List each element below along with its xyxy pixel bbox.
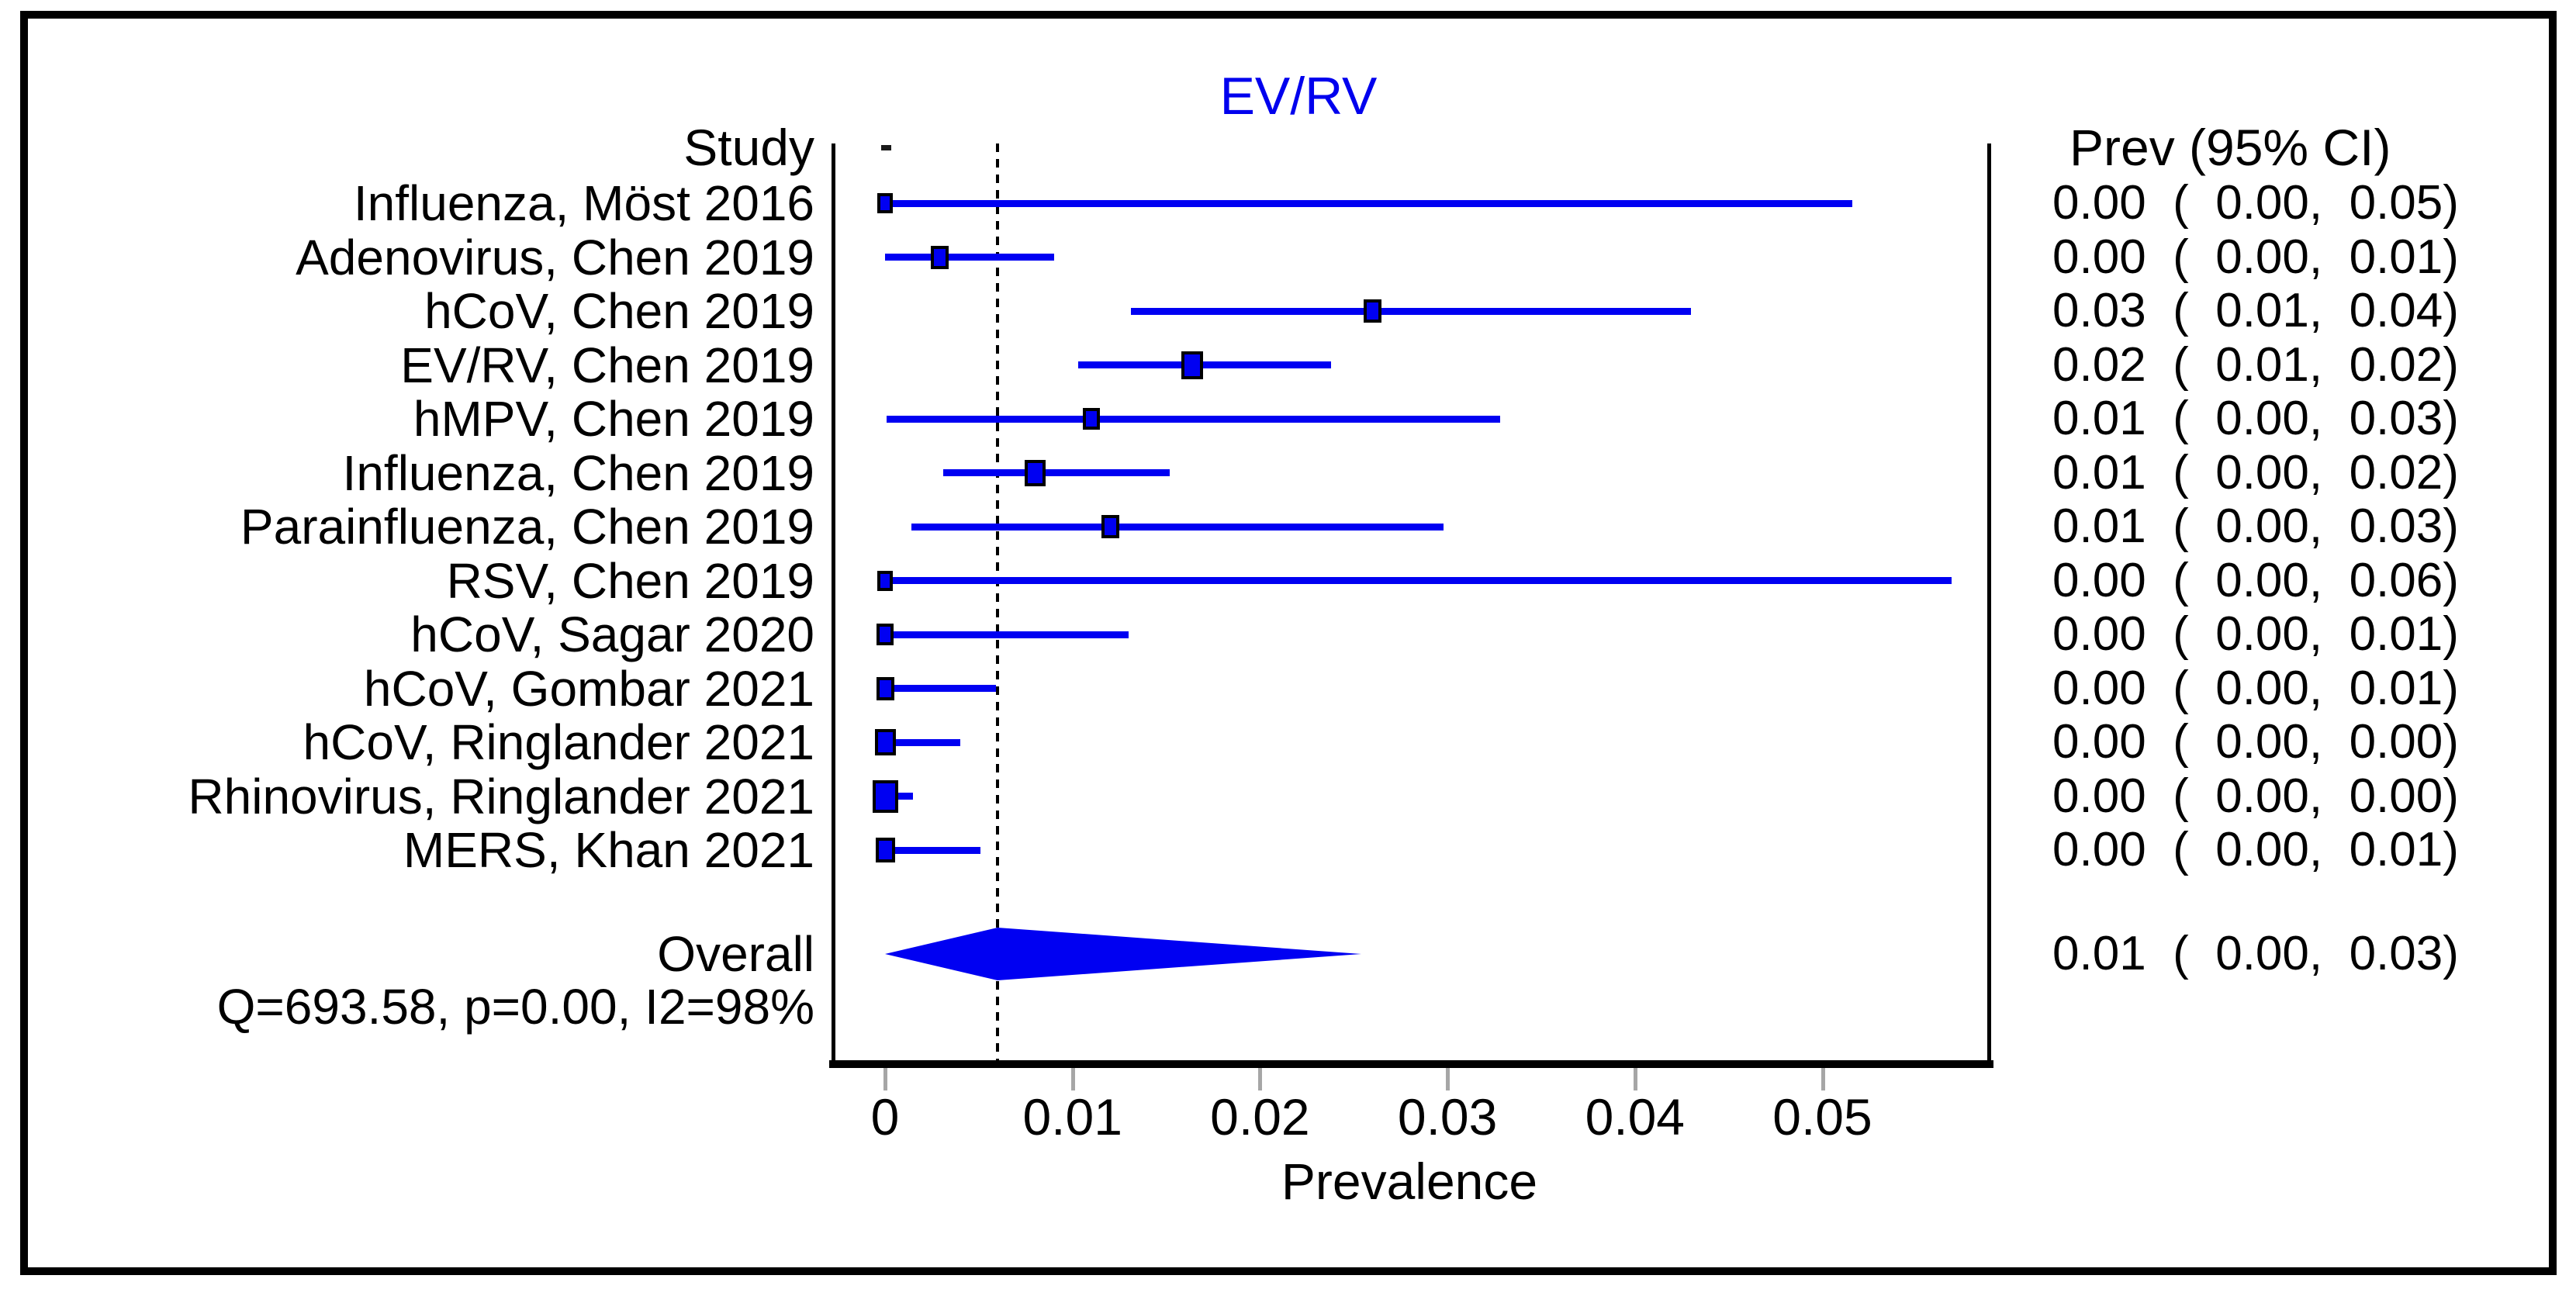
study-label: hCoV, Sagar 2020 xyxy=(410,607,814,662)
confidence-interval-line xyxy=(887,415,1500,423)
prev-ci-value: 0.00 ( 0.00, 0.06) xyxy=(2052,553,2459,607)
point-estimate-marker xyxy=(874,729,896,755)
point-estimate-marker xyxy=(872,779,898,813)
study-header-marker-dot xyxy=(881,145,891,150)
prev-ci-value: 0.00 ( 0.00, 0.00) xyxy=(2052,769,2459,823)
point-estimate-marker xyxy=(877,193,893,213)
confidence-interval-line xyxy=(885,793,914,800)
study-column-header: Study xyxy=(683,119,814,176)
prev-ci-value: 0.00 ( 0.00, 0.01) xyxy=(2052,230,2459,284)
prev-ci-value: 0.00 ( 0.00, 0.00) xyxy=(2052,715,2459,769)
figure-border xyxy=(20,11,2557,1275)
x-axis-tick-mark xyxy=(1633,1068,1637,1090)
x-axis-tick-label: 0 xyxy=(870,1088,900,1146)
x-axis-tick-label: 0.04 xyxy=(1585,1088,1686,1146)
plot-left-border xyxy=(832,143,835,1060)
study-label: hMPV, Chen 2019 xyxy=(413,391,814,447)
study-label: hCoV, Gombar 2021 xyxy=(363,660,814,717)
x-axis-tick-label: 0.01 xyxy=(1022,1088,1122,1146)
confidence-interval-line xyxy=(885,846,981,854)
chart-title: EV/RV xyxy=(1219,67,1378,126)
heterogeneity-text: Q=693.58, p=0.00, I2=98% xyxy=(216,979,814,1035)
confidence-interval-line xyxy=(885,631,1129,638)
confidence-interval-line xyxy=(942,469,1170,476)
prev-ci-value: 0.00 ( 0.00, 0.01) xyxy=(2052,607,2459,661)
x-axis-tick-label: 0.02 xyxy=(1210,1088,1310,1146)
study-label: hCoV, Ringlander 2021 xyxy=(303,714,814,770)
x-axis-tick-mark xyxy=(883,1068,887,1090)
x-axis-tick-mark xyxy=(1446,1068,1451,1090)
x-axis-tick-mark xyxy=(1258,1068,1263,1090)
study-label: Adenovirus, Chen 2019 xyxy=(296,229,814,285)
point-estimate-marker xyxy=(1181,351,1204,379)
overall-reference-line xyxy=(996,143,1000,1060)
confidence-interval-line xyxy=(885,685,996,692)
point-estimate-marker xyxy=(1101,515,1119,538)
x-axis-tick-mark xyxy=(1820,1068,1825,1090)
x-axis-line xyxy=(829,1060,1993,1068)
study-label: Influenza, Chen 2019 xyxy=(342,444,814,501)
x-axis-tick-mark xyxy=(1070,1068,1075,1090)
prev-ci-value: 0.00 ( 0.00, 0.05) xyxy=(2052,176,2459,230)
confidence-interval-line xyxy=(911,523,1444,531)
study-label: hCoV, Chen 2019 xyxy=(424,283,814,339)
point-estimate-marker xyxy=(877,570,893,591)
prev-ci-value: 0.03 ( 0.01, 0.04) xyxy=(2052,284,2459,337)
prev-ci-value: 0.00 ( 0.00, 0.01) xyxy=(2052,823,2459,876)
point-estimate-marker xyxy=(1024,459,1046,486)
plot-right-border xyxy=(1987,143,1991,1060)
confidence-interval-line xyxy=(885,577,1952,584)
study-label: Influenza, Möst 2016 xyxy=(353,175,814,231)
point-estimate-marker xyxy=(1363,299,1381,323)
study-label: Rhinovirus, Ringlander 2021 xyxy=(188,768,814,824)
study-label: Parainfluenza, Chen 2019 xyxy=(240,499,814,555)
x-axis-tick-label: 0.05 xyxy=(1772,1088,1872,1146)
prev-ci-value: 0.00 ( 0.00, 0.01) xyxy=(2052,661,2459,715)
point-estimate-marker xyxy=(930,245,949,269)
prev-ci-value: 0.01 ( 0.00, 0.02) xyxy=(2052,445,2459,499)
point-estimate-marker xyxy=(876,676,894,700)
prev-ci-value: 0.01 ( 0.00, 0.03) xyxy=(2052,392,2459,445)
confidence-interval-line xyxy=(885,738,960,746)
confidence-interval-line xyxy=(885,199,1853,207)
confidence-interval-line xyxy=(885,254,1054,261)
overall-label: Overall xyxy=(657,926,814,982)
point-estimate-marker xyxy=(1082,408,1100,430)
study-label: RSV, Chen 2019 xyxy=(446,552,814,609)
prev-ci-value: 0.01 ( 0.00, 0.03) xyxy=(2052,499,2459,553)
study-label: MERS, Khan 2021 xyxy=(403,822,814,878)
prev-ci-value: 0.02 ( 0.01, 0.02) xyxy=(2052,337,2459,392)
confidence-interval-line xyxy=(1077,361,1332,368)
x-axis-tick-label: 0.03 xyxy=(1397,1088,1498,1146)
overall-ci-value: 0.01 ( 0.00, 0.03) xyxy=(2052,927,2459,980)
prev-ci-column-header: Prev (95% CI) xyxy=(2069,119,2391,176)
confidence-interval-line xyxy=(1130,307,1692,315)
point-estimate-marker xyxy=(877,624,894,645)
study-label: EV/RV, Chen 2019 xyxy=(400,337,814,393)
x-axis-title: Prevalence xyxy=(1281,1153,1538,1210)
point-estimate-marker xyxy=(875,838,895,862)
